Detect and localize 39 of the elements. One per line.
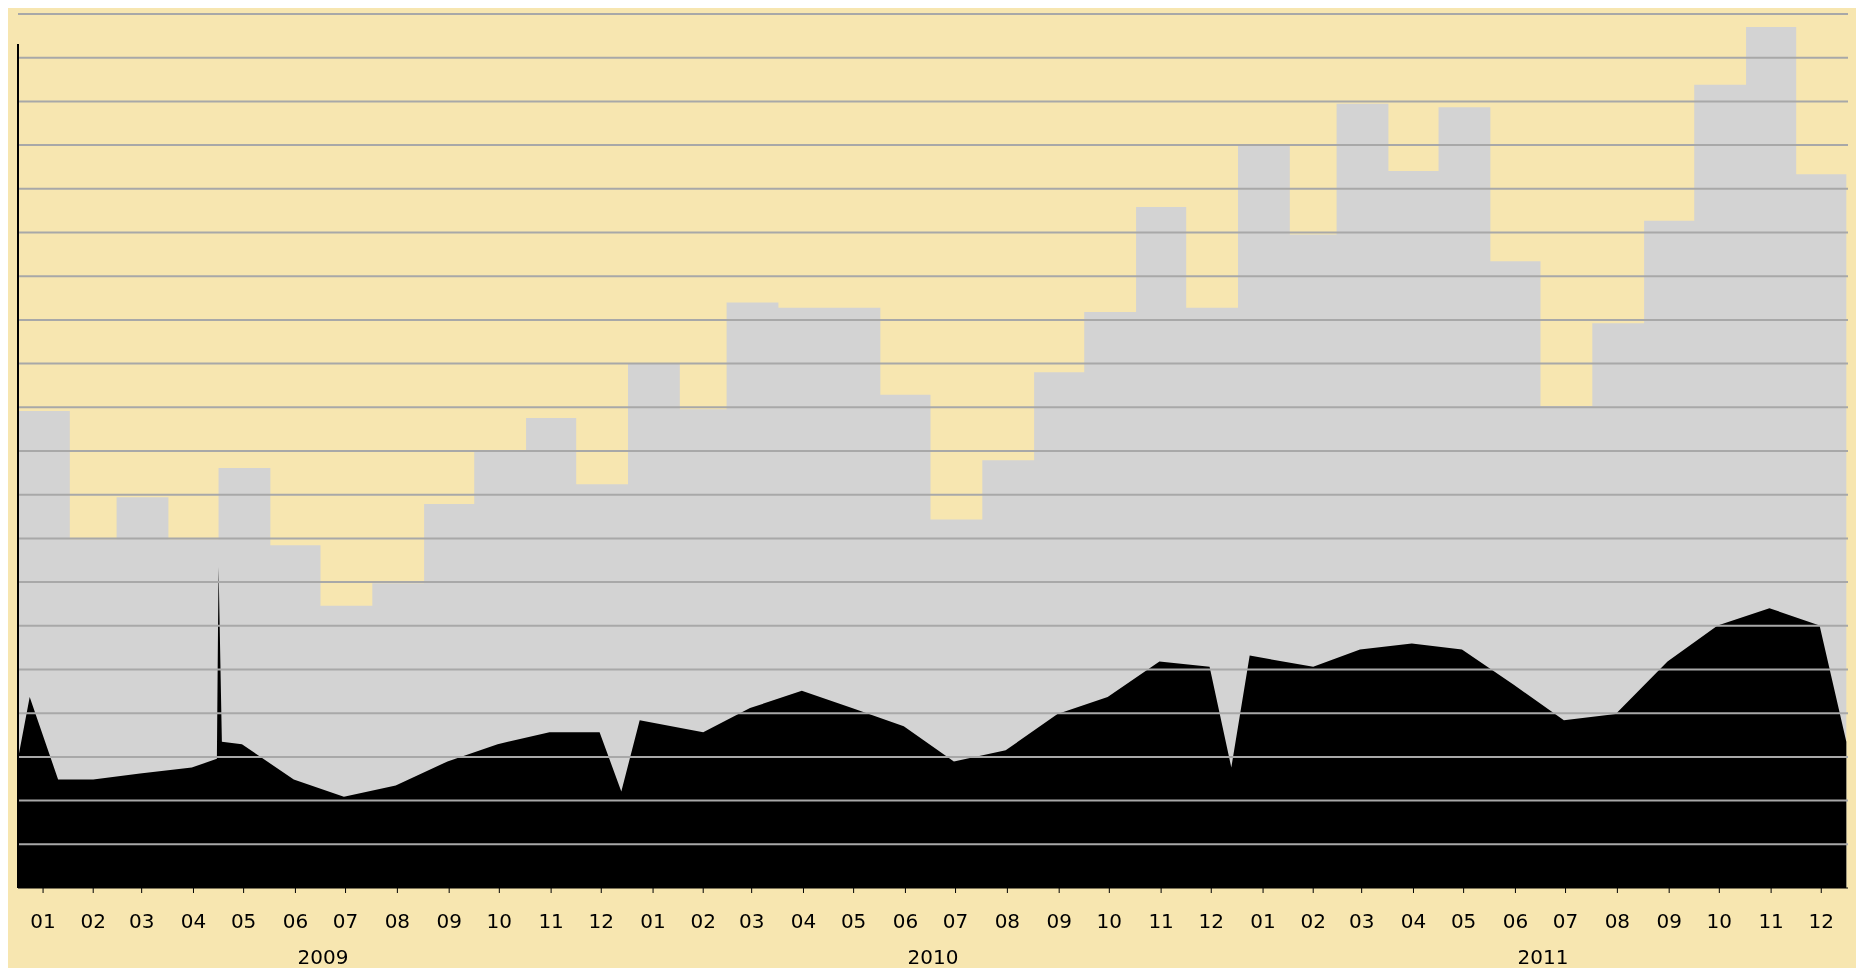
x-tick-label: 07 (332, 909, 359, 933)
x-tick-label: 06 (892, 909, 919, 933)
x-tick-label: 12 (1198, 909, 1224, 933)
x-tick-label: 09 (1046, 909, 1072, 933)
x-tick-label: 02 (690, 909, 716, 933)
x-tick-label: 07 (1552, 909, 1579, 933)
x-tick-label: 03 (1348, 909, 1375, 933)
x-tick-label: 04 (180, 909, 207, 933)
x-tick-label: 10 (486, 909, 513, 933)
x-tick-label: 02 (80, 909, 106, 933)
x-tick-label: 01 (640, 909, 666, 933)
x-tick-label: 07 (942, 909, 969, 933)
x-tick-label: 09 (436, 909, 462, 933)
x-tick-label: 09 (1656, 909, 1682, 933)
x-tick-label: 04 (1400, 909, 1427, 933)
x-tick-label: 08 (994, 909, 1021, 933)
x-tick-label: 05 (840, 909, 867, 933)
text: 2011 (1517, 945, 1569, 969)
x-tick-label: 06 (1502, 909, 1529, 933)
x-tick-label: 01 (30, 909, 56, 933)
x-tick-label: 02 (1300, 909, 1326, 933)
x-tick-label: 11 (1148, 909, 1174, 933)
x-tick-label: 08 (1604, 909, 1631, 933)
x-tick-label: 06 (282, 909, 309, 933)
x-tick-label: 01 (1250, 909, 1276, 933)
x-tick-label: 11 (538, 909, 564, 933)
x-tick-label: 05 (1450, 909, 1477, 933)
x-tick-label: 12 (588, 909, 614, 933)
x-tick-label: 03 (128, 909, 155, 933)
x-tick-label: 10 (1096, 909, 1123, 933)
x-tick-label: 12 (1808, 909, 1834, 933)
x-tick-label: 11 (1758, 909, 1784, 933)
x-tick-label: 10 (1706, 909, 1733, 933)
text: 2010 (907, 945, 959, 969)
x-tick-label: 04 (790, 909, 817, 933)
x-tick-label: 03 (738, 909, 765, 933)
x-tick-label: 05 (230, 909, 257, 933)
x-tick-label: 08 (384, 909, 411, 933)
text: 2009 (297, 945, 349, 969)
